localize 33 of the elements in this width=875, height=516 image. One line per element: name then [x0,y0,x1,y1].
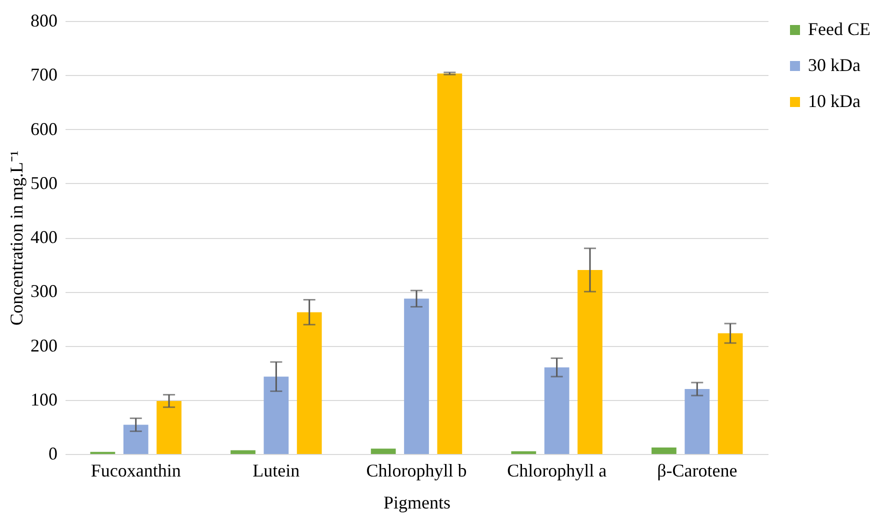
x-tick-label: Chlorophyll b [366,460,467,480]
bar [156,400,182,454]
bar [437,74,462,454]
bar [684,389,710,454]
y-tick-label: 300 [30,281,58,302]
bar [123,424,148,454]
x-tick-label: Fucoxanthin [90,460,181,480]
y-tick-label: 800 [30,10,58,30]
y-tick-label: 500 [30,172,58,193]
y-tick-label: 600 [30,118,58,139]
bar [404,298,429,454]
bar [652,448,676,454]
y-tick-label: 700 [30,64,58,85]
x-tick-label: Lutein [252,460,300,480]
bar [264,376,289,454]
x-tick-label: β-Carotene [657,460,738,480]
x-axis-title: Pigments [383,492,451,512]
y-tick-label: 400 [30,227,58,247]
legend-label: 30 kDa [808,55,860,75]
bar [578,270,602,454]
y-tick-label: 0 [48,444,58,464]
bar [230,450,256,454]
bar [370,448,396,454]
bar [544,367,570,454]
bar [511,451,536,454]
y-axis-title: Concentration in mg.L⁻¹ [6,150,26,326]
x-tick-label: Chlorophyll a [507,460,607,480]
bar [718,333,743,454]
y-tick-label: 100 [30,389,58,410]
y-tick-label: 200 [30,335,58,356]
legend-label: 10 kDa [808,91,860,111]
bar [296,312,322,454]
legend-label: Feed CE [808,19,870,39]
